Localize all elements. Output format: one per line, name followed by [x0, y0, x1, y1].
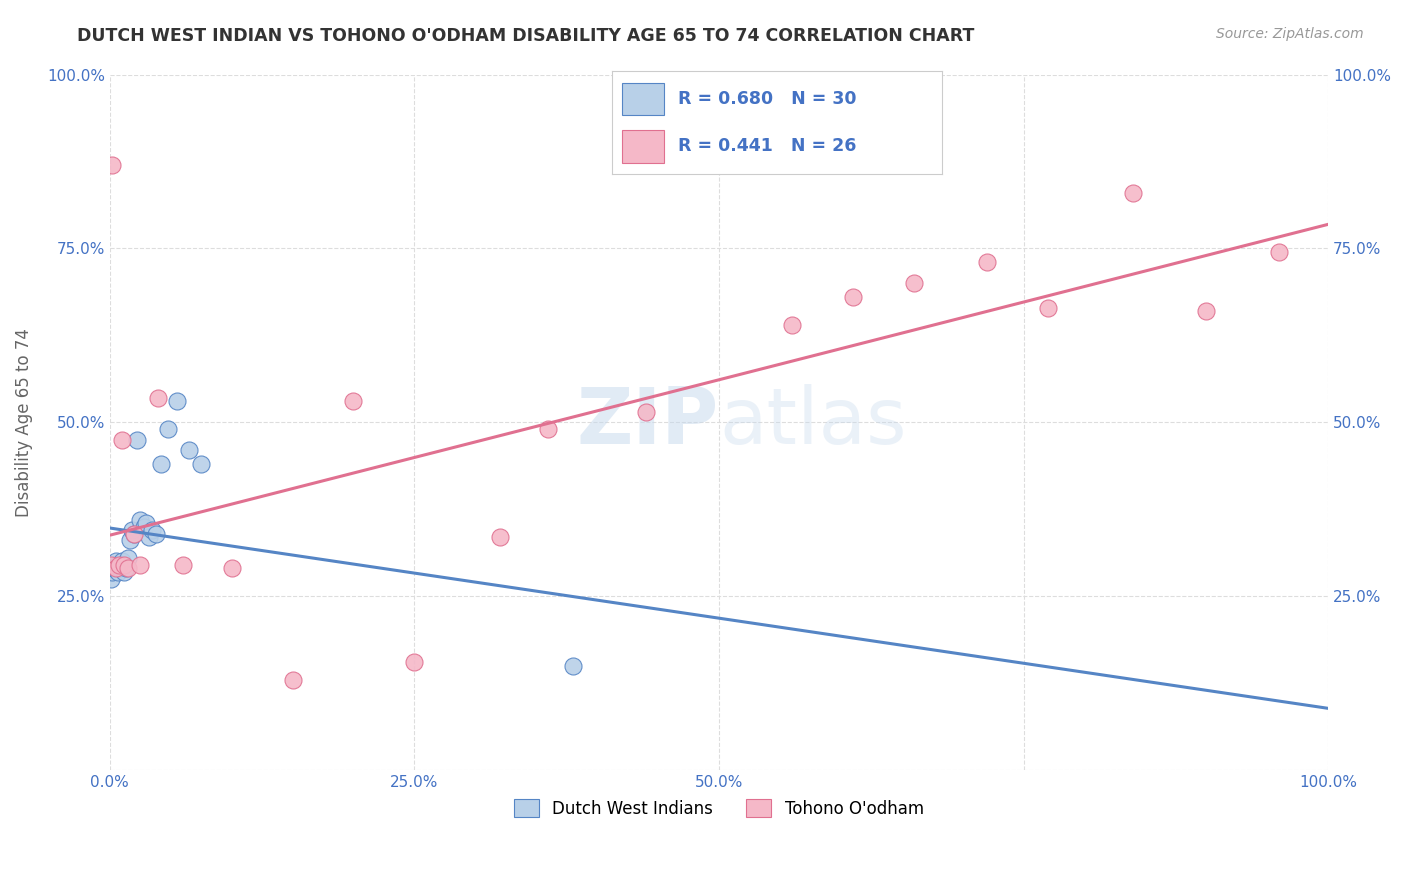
Point — [141, 523, 163, 537]
Text: DUTCH WEST INDIAN VS TOHONO O'ODHAM DISABILITY AGE 65 TO 74 CORRELATION CHART: DUTCH WEST INDIAN VS TOHONO O'ODHAM DISA… — [77, 27, 974, 45]
Point — [100, 572, 122, 586]
Point — [221, 561, 243, 575]
Point — [537, 422, 560, 436]
Point — [561, 658, 583, 673]
Point — [101, 158, 124, 172]
Y-axis label: Disability Age 65 to 74: Disability Age 65 to 74 — [15, 328, 32, 516]
Point — [1036, 301, 1059, 315]
Point — [122, 526, 145, 541]
Point — [172, 558, 194, 572]
Point — [903, 276, 925, 290]
Point — [149, 457, 172, 471]
Point — [112, 565, 135, 579]
Point — [117, 550, 139, 565]
Point — [404, 655, 426, 669]
Point — [145, 526, 167, 541]
Point — [121, 523, 143, 537]
Point — [117, 561, 139, 575]
Point — [129, 558, 152, 572]
Point — [120, 533, 142, 548]
FancyBboxPatch shape — [621, 83, 665, 115]
Point — [108, 558, 131, 572]
Point — [190, 457, 212, 471]
Point — [103, 561, 125, 575]
FancyBboxPatch shape — [621, 130, 665, 162]
Point — [111, 433, 134, 447]
Point — [1195, 304, 1218, 318]
Point — [101, 565, 124, 579]
Point — [108, 561, 131, 575]
Point — [976, 255, 998, 269]
Point — [138, 530, 160, 544]
Point — [177, 443, 200, 458]
Point — [112, 558, 135, 572]
Point — [112, 558, 135, 572]
Point — [342, 394, 364, 409]
Point — [129, 513, 152, 527]
Point — [634, 405, 657, 419]
Point — [105, 558, 128, 572]
Point — [1122, 186, 1144, 200]
Point — [488, 530, 510, 544]
Point — [114, 561, 136, 575]
Legend: Dutch West Indians, Tohono O'odham: Dutch West Indians, Tohono O'odham — [508, 792, 931, 824]
Point — [842, 290, 865, 304]
Point — [104, 558, 127, 572]
Point — [166, 394, 188, 409]
Point — [1268, 244, 1291, 259]
Point — [135, 516, 157, 530]
Point — [148, 391, 170, 405]
Text: ZIP: ZIP — [576, 384, 718, 460]
Point — [111, 554, 134, 568]
Point — [157, 422, 180, 436]
Text: R = 0.680   N = 30: R = 0.680 N = 30 — [678, 90, 856, 108]
Point — [281, 673, 304, 687]
Point — [780, 318, 803, 332]
Point — [132, 519, 155, 533]
Point — [125, 433, 148, 447]
Point — [100, 558, 122, 572]
Point — [122, 526, 145, 541]
Point — [107, 565, 129, 579]
Point — [110, 558, 132, 572]
Point — [104, 561, 127, 575]
Text: R = 0.441   N = 26: R = 0.441 N = 26 — [678, 137, 856, 155]
Text: Source: ZipAtlas.com: Source: ZipAtlas.com — [1216, 27, 1364, 41]
Point — [104, 554, 127, 568]
Text: atlas: atlas — [718, 384, 907, 460]
